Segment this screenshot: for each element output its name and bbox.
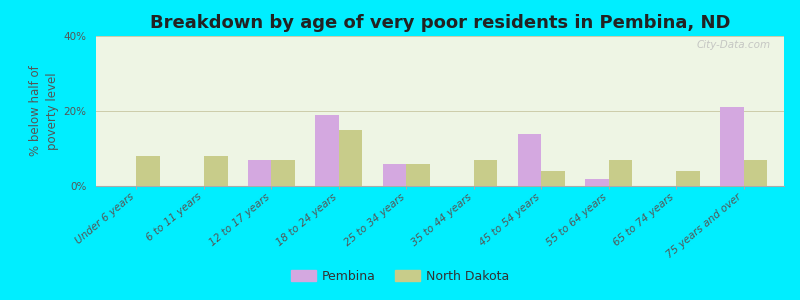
Bar — [382, 164, 406, 186]
Bar — [609, 160, 632, 186]
Bar — [137, 156, 160, 186]
Bar — [339, 130, 362, 186]
Bar — [204, 156, 227, 186]
Y-axis label: % below half of
poverty level: % below half of poverty level — [29, 66, 59, 156]
Bar — [743, 160, 767, 186]
Bar — [474, 160, 498, 186]
Bar — [315, 115, 339, 186]
Bar — [271, 160, 295, 186]
Text: City-Data.com: City-Data.com — [696, 40, 770, 50]
Bar — [248, 160, 271, 186]
Bar — [720, 107, 743, 186]
Bar — [676, 171, 700, 186]
Title: Breakdown by age of very poor residents in Pembina, ND: Breakdown by age of very poor residents … — [150, 14, 730, 32]
Bar — [585, 178, 609, 186]
Bar — [541, 171, 565, 186]
Bar — [518, 134, 541, 186]
Legend: Pembina, North Dakota: Pembina, North Dakota — [286, 265, 514, 288]
Bar — [406, 164, 430, 186]
